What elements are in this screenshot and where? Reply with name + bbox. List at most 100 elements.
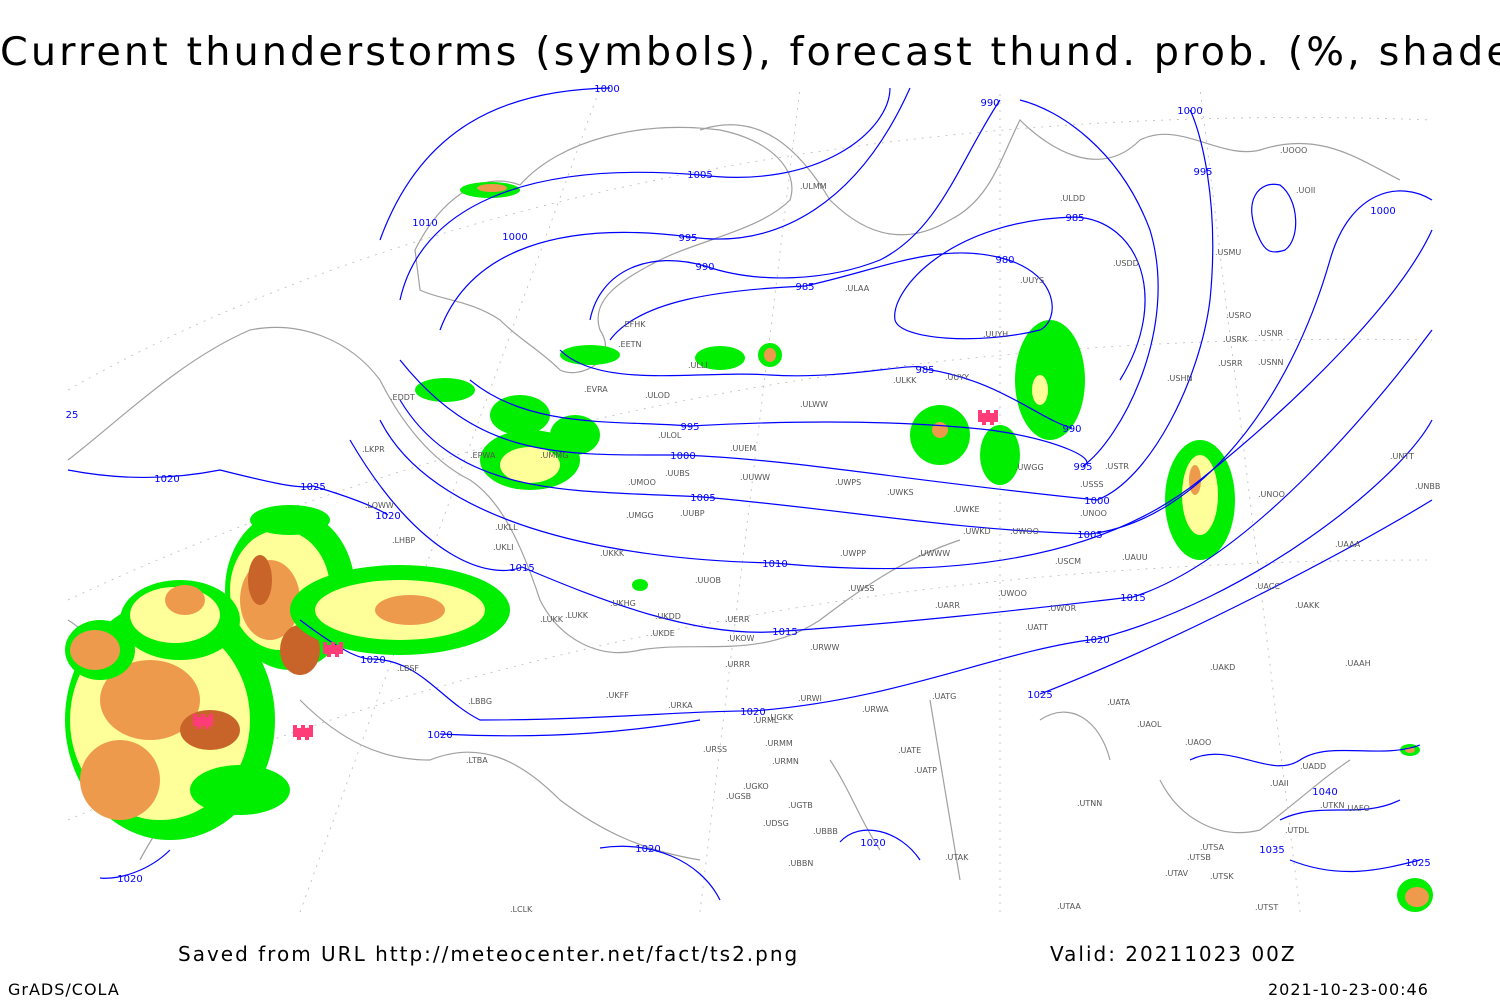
probability-area — [477, 184, 507, 192]
station-label: .UATP — [914, 766, 937, 775]
probability-area — [1405, 887, 1429, 907]
station-label: .UBBN — [788, 859, 813, 868]
station-label: .LOWW — [365, 501, 394, 510]
station-label: .UERR — [725, 615, 750, 624]
probability-area — [764, 348, 776, 362]
isobar-label: 1020 — [117, 874, 142, 885]
station-label: .UKLI — [493, 543, 513, 552]
probability-area — [375, 595, 445, 625]
probability-area — [500, 447, 560, 483]
station-label: .LUKK — [540, 615, 564, 624]
station-label: .USCM — [1055, 557, 1081, 566]
station-label: .URKA — [668, 701, 693, 710]
station-label: .UKFF — [606, 691, 629, 700]
station-label: .UAKK — [1295, 601, 1320, 610]
isobar-label: 1020 — [154, 474, 179, 485]
isobar-label: 1015 — [772, 627, 797, 638]
isobar-label: 1025 — [1027, 690, 1052, 701]
station-label: .UTAK — [945, 853, 969, 862]
station-label: .ULWW — [800, 400, 828, 409]
software-credit: GrADS/COLA — [8, 980, 120, 999]
station-label: .LKPR — [362, 445, 385, 454]
isobar-label: 1040 — [1312, 787, 1337, 798]
isobar-label: 1020 — [360, 655, 385, 666]
station-label: .UGTB — [788, 801, 813, 810]
isobar-label: 1020 — [1084, 635, 1109, 646]
isobar-label: 1025 — [1405, 858, 1430, 869]
station-label: .USTR — [1105, 462, 1129, 471]
station-label: .UKHG — [610, 599, 636, 608]
isobar-label: 995 — [1193, 167, 1212, 178]
station-label: .UNOO — [1080, 509, 1107, 518]
station-label: .URSS — [703, 745, 727, 754]
thunderstorm-symbol — [335, 645, 339, 657]
station-label: .URML — [753, 716, 779, 725]
station-label: .UTAV — [1165, 869, 1189, 878]
station-label: .USRR — [1218, 359, 1243, 368]
isobar-label: 995 — [1073, 462, 1092, 473]
thunderstorm-symbol — [205, 717, 209, 729]
isobar-label: 1020 — [740, 707, 765, 718]
station-label: .LBSF — [397, 664, 419, 673]
station-label: .EVRA — [584, 385, 608, 394]
station-label: .UWSS — [848, 584, 874, 593]
station-label: .UTSA — [1200, 843, 1225, 852]
station-label: .UWKS — [887, 488, 914, 497]
station-label: .UMOO — [628, 478, 656, 487]
isobar-label: 1020 — [635, 844, 660, 855]
thunderstorm-symbol — [331, 642, 335, 654]
station-label: .UDSG — [763, 819, 789, 828]
station-label: .ULAA — [845, 284, 870, 293]
station-label: .UOOO — [1280, 146, 1307, 155]
station-label: .URMM — [765, 739, 793, 748]
isobar-label: 1025 — [300, 482, 325, 493]
station-label: .UNTT — [1390, 452, 1414, 461]
station-label: .UATA — [1107, 698, 1131, 707]
isobar-labels: 1005 1000 1010 995 990 985 980 985 990 1000 995 100… — [66, 84, 1431, 885]
thunderstorm-symbol — [978, 410, 982, 422]
thunderstorm-symbol — [309, 725, 313, 737]
station-label: .UUEM — [730, 444, 756, 453]
station-label: .UTNN — [1077, 799, 1102, 808]
isobar-label: 1005 — [690, 493, 715, 504]
thunderstorm-symbol — [323, 642, 327, 654]
station-label: .LBBG — [468, 697, 492, 706]
station-label: .UWKE — [953, 505, 980, 514]
thunderstorm-symbol — [986, 410, 990, 422]
probability-area — [560, 345, 620, 365]
station-label: .EFHK — [622, 320, 646, 329]
station-label: .USDD — [1113, 259, 1139, 268]
station-label: .USNR — [1258, 329, 1283, 338]
probability-area — [550, 415, 600, 455]
probability-area — [80, 740, 160, 820]
isobar-label: 1005 — [687, 170, 712, 181]
isobar-label: 1020 — [375, 511, 400, 522]
probability-area — [932, 422, 948, 438]
station-label: .UAAH — [1345, 659, 1371, 668]
station-label: .UATG — [932, 692, 956, 701]
station-label: .ULKK — [893, 376, 917, 385]
thunderstorm-symbol — [982, 413, 986, 425]
probability-area — [490, 395, 550, 435]
thunderstorm-symbol — [990, 413, 994, 425]
saved-from-url: Saved from URL http://meteocenter.net/fa… — [178, 942, 800, 966]
station-label: .UUWW — [740, 473, 770, 482]
thunderstorm-symbol — [301, 725, 305, 737]
probability-area — [250, 505, 330, 535]
thunderstorm-symbol — [293, 725, 297, 737]
probability-area — [1182, 455, 1218, 535]
isobar-label: 1000 — [1177, 106, 1202, 117]
isobar-label: 985 — [795, 282, 814, 293]
probability-area — [415, 378, 475, 402]
thunderstorm-symbol — [209, 714, 213, 726]
station-label: .ULOL — [658, 431, 682, 440]
station-label: .UWOR — [1048, 604, 1077, 613]
station-label: .EPWA — [470, 451, 496, 460]
probability-area — [632, 579, 648, 591]
station-label: .UATT — [1025, 623, 1048, 632]
station-label: .UAKD — [1210, 663, 1235, 672]
probability-area — [1032, 375, 1048, 405]
station-label: .USRO — [1226, 311, 1251, 320]
station-label: .UGSB — [726, 792, 751, 801]
